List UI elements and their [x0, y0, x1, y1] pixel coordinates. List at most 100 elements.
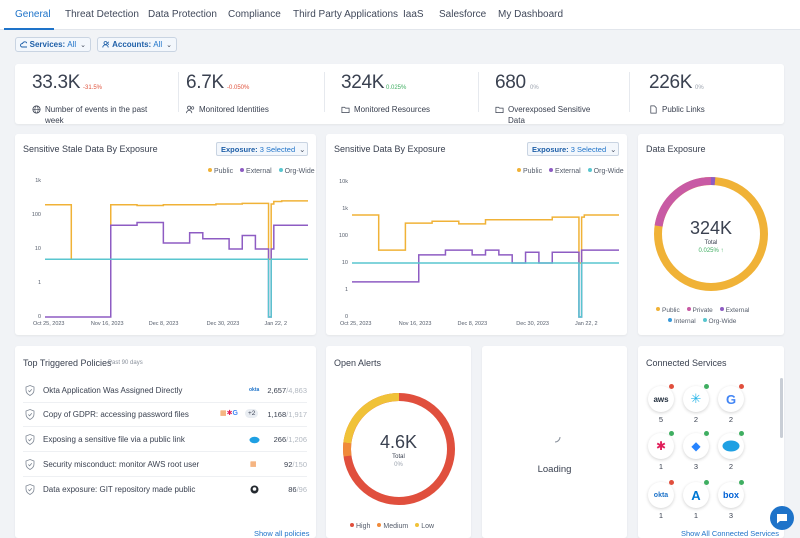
legend-swatch	[587, 168, 592, 172]
google-icon: G	[232, 410, 238, 417]
sensitive-data-chart-card: Sensitive Data By Exposure Exposure: 3 Se…	[326, 134, 627, 335]
policy-count-total: /96	[296, 485, 307, 494]
legend-public[interactable]: Public	[662, 307, 680, 314]
tab-iaas[interactable]: IaaS	[403, 9, 424, 20]
cloud-icon	[20, 41, 27, 48]
legend-external[interactable]: External	[246, 168, 272, 175]
card-title: Open Alerts	[334, 358, 382, 368]
service-count: 5	[658, 415, 664, 424]
service-count: 1	[658, 462, 664, 471]
status-badge	[669, 384, 674, 389]
legend-medium[interactable]: Medium	[383, 523, 409, 530]
data-exposure-donut[interactable]	[651, 174, 771, 294]
snowflake-icon[interactable]: ✳	[683, 386, 709, 412]
slack-icon[interactable]: ✱	[648, 433, 674, 459]
open-alerts-donut[interactable]	[341, 391, 457, 507]
exposure-change-value: 0.025%	[698, 248, 719, 254]
github-icon	[250, 485, 259, 494]
stat-change: 0.025%	[386, 85, 407, 91]
y-tick-label: 1k	[342, 206, 348, 212]
x-tick-label: Oct 25, 2023	[33, 321, 65, 327]
x-tick-label: Dec 8, 2023	[148, 321, 179, 327]
show-all-services-link[interactable]: Show All Connected Services	[681, 529, 779, 538]
jira-icon[interactable]: ◆	[683, 433, 709, 459]
salesforce-cloud-shape	[722, 440, 740, 452]
policy-name: Data exposure: GIT repository made publi…	[43, 485, 196, 494]
tab-salesforce[interactable]: Salesforce	[439, 9, 487, 20]
tab-my-dashboard[interactable]: My Dashboard	[498, 9, 564, 20]
policy-count-total: /4,863	[286, 386, 307, 395]
legend-public[interactable]: Public	[214, 168, 234, 175]
salesforce-icon[interactable]	[718, 433, 744, 459]
legend-external[interactable]: External	[725, 307, 750, 314]
services-filter[interactable]: Services: All ⌄	[15, 37, 91, 52]
shield-icon	[25, 434, 35, 445]
more-services-badge: +2	[245, 409, 259, 418]
exposure-filter[interactable]: Exposure: 3 Selected ⌄	[216, 142, 308, 156]
series-line-orgwide[interactable]	[352, 262, 619, 318]
policy-count-value: 1,168	[267, 410, 287, 419]
loading-spinner-icon	[554, 436, 561, 443]
y-tick-label: 0	[344, 314, 348, 320]
legend-orgwide[interactable]: Org-Wide	[708, 318, 737, 325]
status-badge	[704, 384, 709, 389]
alerts-total-value: 4.6K	[379, 432, 418, 452]
policy-row[interactable]: Okta Application Was Assigned Directly o…	[23, 379, 307, 403]
legend-swatch	[517, 168, 521, 172]
policy-row[interactable]: Data exposure: GIT repository made publi…	[23, 478, 307, 502]
stat-label: Number of events in the past week	[45, 105, 148, 125]
top-policies-card: Top Triggered Policies Past 90 days Okta…	[15, 346, 316, 538]
legend-private[interactable]: Private	[692, 307, 713, 314]
service-count: 2	[728, 415, 734, 424]
x-tick-label: Nov 16, 2023	[398, 321, 432, 327]
legend-swatch	[719, 307, 724, 311]
tab-threat-detection[interactable]: Threat Detection	[65, 9, 139, 20]
tab-bar: General Threat Detection Data Protection…	[0, 0, 800, 30]
legend-internal[interactable]: Internal	[674, 318, 696, 325]
azure-icon[interactable]: A	[683, 482, 709, 508]
x-tick-label: Jan 22, 2	[264, 321, 288, 327]
service-count: 3	[728, 511, 734, 520]
legend-high[interactable]: High	[356, 523, 371, 530]
accounts-filter[interactable]: Accounts: All ⌄	[97, 37, 177, 52]
scrollbar[interactable]	[780, 378, 783, 438]
show-all-policies-link[interactable]: Show all policies	[254, 529, 310, 538]
chart-legend: Public External Org-Wide	[512, 168, 624, 175]
exposure-legend: Public Private External	[656, 307, 749, 314]
globe-icon	[32, 105, 41, 114]
legend-external[interactable]: External	[555, 168, 581, 175]
policy-row[interactable]: Copy of GDPR: accessing password files ▦…	[23, 403, 307, 427]
chat-button[interactable]	[770, 506, 794, 530]
policy-row[interactable]: Security misconduct: monitor AWS root us…	[23, 453, 307, 477]
card-subtitle: Past 90 days	[108, 360, 143, 366]
exposure-change: 0.025% ↑	[698, 248, 724, 254]
document-icon	[650, 105, 657, 114]
legend-orgwide[interactable]: Org-Wide	[284, 168, 315, 175]
series-line-orgwide[interactable]	[45, 258, 308, 318]
tab-data-protection[interactable]: Data Protection	[148, 9, 217, 20]
x-tick-label: Dec 30, 2023	[516, 321, 549, 327]
folder-icon	[341, 106, 350, 114]
tab-compliance[interactable]: Compliance	[228, 9, 281, 20]
y-tick-label: 100	[338, 233, 348, 239]
okta-icon[interactable]: okta	[648, 482, 674, 508]
tab-third-party-applications[interactable]: Third Party Applications	[293, 9, 399, 20]
donut-segment-medium	[342, 442, 352, 457]
y-tick-label: 10k	[339, 179, 348, 185]
card-title: Connected Services	[646, 358, 727, 368]
google-icon[interactable]: G	[718, 386, 744, 412]
legend-public[interactable]: Public	[523, 168, 543, 175]
legend-swatch	[208, 168, 212, 172]
stat-change: -31.5%	[83, 85, 103, 91]
users-icon	[186, 105, 195, 114]
legend-low[interactable]: Low	[421, 523, 435, 530]
exposure-filter[interactable]: Exposure: 3 Selected ⌄	[527, 142, 619, 156]
card-title: Top Triggered Policies	[23, 358, 112, 368]
legend-orgwide[interactable]: Org-Wide	[593, 168, 624, 175]
series-line-public[interactable]	[352, 214, 619, 264]
policy-row[interactable]: Exposing a sensitive file via a public l…	[23, 428, 307, 452]
slack-icon: ✱	[226, 410, 233, 417]
tab-general[interactable]: General	[15, 9, 51, 20]
aws-icon[interactable]: aws	[648, 386, 674, 412]
box-icon[interactable]: box	[718, 482, 744, 508]
